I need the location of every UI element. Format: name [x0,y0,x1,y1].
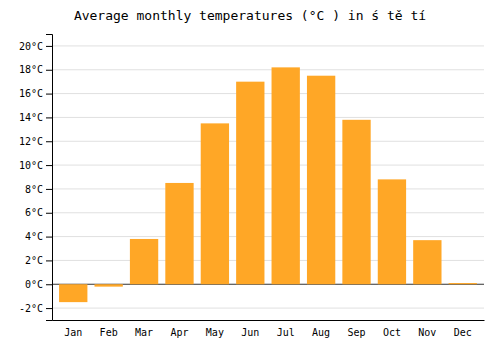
bar [130,239,158,284]
x-tick-label: Feb [100,327,118,338]
bar [378,179,406,284]
grid-line [52,117,484,118]
y-tick-label: 6°C [25,207,43,218]
bar [165,183,193,284]
y-tick: 8°C [25,184,52,195]
grid-line [52,188,484,189]
y-tick-mark [46,189,52,190]
y-tick-label: 8°C [25,184,43,195]
y-axis-line [46,35,53,321]
y-tick-label: 20°C [19,41,43,52]
x-tick-label: Mar [135,327,153,338]
y-tick-mark [46,141,52,142]
y-tick: 0°C [25,279,52,290]
x-tick: Oct [383,327,401,338]
x-tick-label: Aug [312,327,330,338]
y-tick-mark [46,308,52,309]
x-tick: Jan [64,327,82,338]
x-tick: Dec [454,327,472,338]
y-tick-mark [46,117,52,118]
grid-line [52,45,484,46]
bar [413,240,441,284]
x-tick-label: May [206,327,224,338]
y-tick-label: 14°C [19,112,43,123]
bar [59,284,87,302]
y-tick-label: 16°C [19,88,43,99]
y-tick-label: 18°C [19,64,43,75]
bar [449,283,477,284]
x-tick: Jul [277,327,295,338]
x-tick: Feb [100,327,118,338]
x-axis: Jan Feb Mar Apr May Jun Jul Aug Sep Oct Nov Dec [53,321,485,339]
grid [52,46,484,308]
grid-line [52,236,484,237]
y-tick-mark [46,46,52,47]
x-tick-label: Jul [277,327,295,338]
chart: Average monthly temperatures (°C ) in ś … [0,0,500,350]
y-tick: 16°C [19,88,52,99]
title: Average monthly temperatures (°C ) in ś … [74,8,426,23]
plot: -2°C 0°C 2°C 4°C 6°C 8°C 10°C 12°C 14°C 16°C 18°C 2… [19,35,485,339]
x-tick-label: Nov [418,327,436,338]
x-tick-label: Jan [64,327,82,338]
grid-line [52,308,484,309]
x-axis-line [53,320,485,321]
y-tick-mark [46,213,52,214]
y-tick-mark [46,260,52,261]
bar [342,120,370,284]
x-tick-label: Oct [383,327,401,338]
y-tick-label: 2°C [25,255,43,266]
grid-line [52,165,484,166]
x-tick: Nov [418,327,436,338]
y-tick: 12°C [19,136,52,147]
y-tick-label: 12°C [19,136,43,147]
y-axis: -2°C 0°C 2°C 4°C 6°C 8°C 10°C 12°C 14°C 16°C 18°C 2… [19,35,53,321]
x-tick-label: Dec [454,327,472,338]
y-tick: 14°C [19,112,52,123]
x-tick: May [206,327,224,338]
grid-line [52,93,484,94]
y-tick: 6°C [25,207,52,218]
y-tick: 10°C [19,160,52,171]
y-tick: 18°C [19,64,52,75]
grid-line [52,69,484,70]
y-tick-mark [46,284,52,285]
y-tick-mark [46,70,52,71]
x-tick-label: Jun [241,327,259,338]
x-tick: Mar [135,327,153,338]
grid-line [52,212,484,213]
y-tick: -2°C [19,303,52,314]
grid-line [52,141,484,142]
y-tick-mark [46,94,52,95]
bar [272,67,300,284]
bar [201,123,229,284]
x-tick: Apr [170,327,188,338]
y-tick-label: 10°C [19,160,43,171]
y-tick: 20°C [19,41,52,52]
y-tick: 2°C [25,255,52,266]
bar [94,284,122,286]
y-tick-label: 4°C [25,231,43,242]
x-tick-label: Apr [170,327,188,338]
bar [307,76,335,285]
bars [59,67,477,302]
x-tick: Sep [347,327,365,338]
x-tick: Jun [241,327,259,338]
y-tick-mark [46,237,52,238]
x-tick: Aug [312,327,330,338]
y-tick-label: -2°C [19,303,43,314]
x-tick-label: Sep [347,327,365,338]
y-tick: 4°C [25,231,52,242]
y-tick-label: 0°C [25,279,43,290]
y-tick-mark [46,165,52,166]
bar [236,82,264,285]
